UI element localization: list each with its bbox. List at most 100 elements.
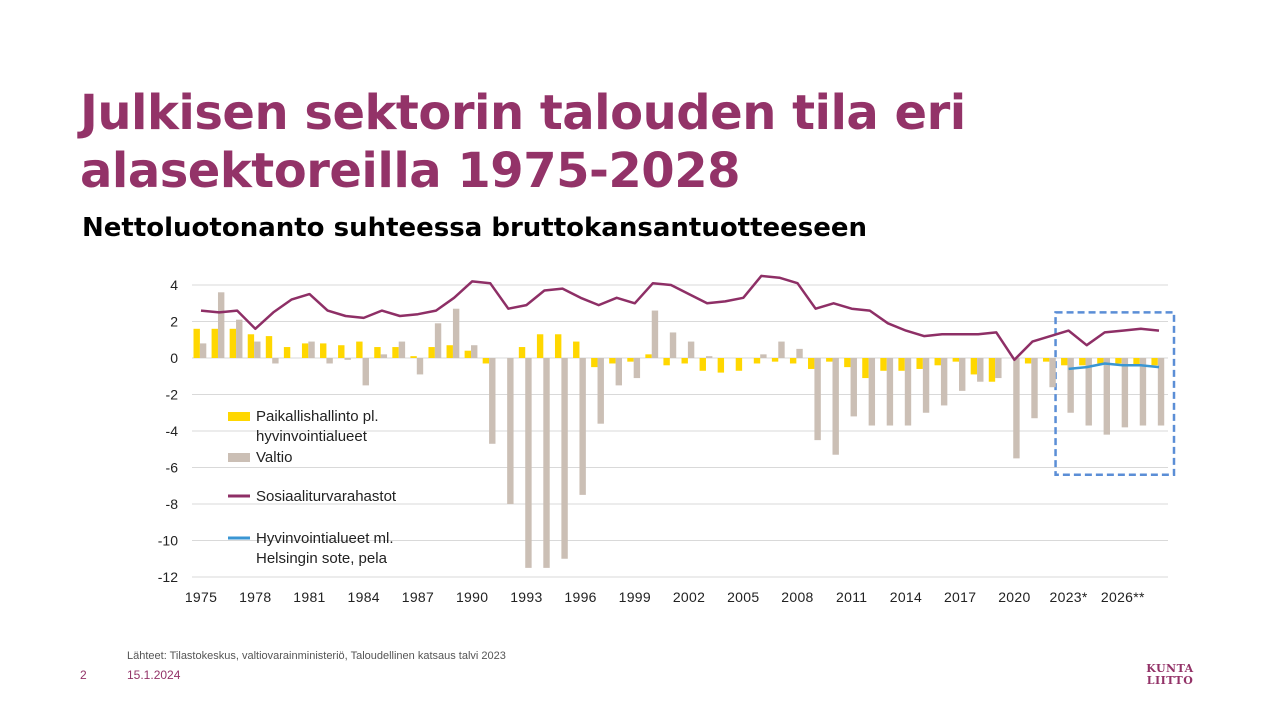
bar-central-government [995, 358, 1002, 379]
x-tick-label: 1984 [348, 589, 380, 605]
legend-label: Hyvinvointialueet ml. [256, 530, 394, 547]
y-tick-label: -4 [166, 423, 179, 439]
x-tick-label: 1996 [564, 589, 596, 605]
bar-local-government [1061, 358, 1068, 366]
bar-local-government [862, 358, 869, 379]
bar-series [193, 292, 1165, 568]
bar-central-government [272, 358, 279, 364]
bar-local-government [536, 334, 544, 358]
bar-central-government [543, 358, 550, 568]
bar-local-government [699, 358, 706, 371]
x-tick-label: 2026** [1101, 589, 1145, 605]
bar-central-government [922, 358, 930, 413]
bar-central-government [344, 358, 351, 360]
x-tick-label: 1993 [510, 589, 542, 605]
bar-central-government [850, 358, 857, 417]
logo-line-2: LIITTO [1147, 674, 1194, 686]
legend-label: Sosiaaliturvarahastot [256, 488, 397, 505]
bar-local-government [247, 334, 255, 358]
x-tick-label: 2002 [673, 589, 705, 605]
bar-local-government [717, 358, 725, 373]
bar-local-government [844, 358, 851, 368]
bar-central-government [507, 358, 514, 504]
bar-local-government [970, 358, 978, 375]
bar-local-government [211, 328, 218, 358]
bar-central-government [236, 319, 243, 358]
bar-central-government [471, 345, 478, 358]
bar-local-government [482, 358, 490, 364]
bar-central-government [796, 348, 803, 358]
bar-central-government [362, 358, 369, 386]
bar-local-government [771, 358, 779, 362]
bar-local-government [1024, 358, 1032, 364]
bar-local-government [1079, 358, 1086, 366]
bar-central-government [868, 358, 876, 426]
bar-local-government [663, 358, 670, 366]
bar-local-government [753, 358, 761, 364]
bar-central-government [778, 341, 785, 358]
chart-legend: Paikallishallinto pl. hyvinvointialueet Va… [228, 408, 397, 567]
legend-swatch [228, 453, 250, 462]
bar-central-government [308, 341, 315, 358]
y-tick-label: -2 [166, 387, 179, 403]
legend-label: Valtio [256, 449, 292, 466]
bar-local-government [374, 347, 381, 358]
x-tick-label: 1999 [619, 589, 651, 605]
bar-central-government [452, 308, 460, 358]
bar-central-government [1121, 358, 1129, 428]
bar-central-government [380, 354, 388, 358]
slide-date: 15.1.2024 [127, 668, 181, 682]
bar-local-government [934, 358, 941, 366]
bar-central-government [561, 358, 568, 559]
bar-central-government [1139, 358, 1147, 426]
x-tick-label: 1975 [185, 589, 217, 605]
x-tick-label: 2005 [727, 589, 759, 605]
bar-local-government [356, 341, 363, 358]
bar-local-government [573, 341, 580, 358]
bar-local-government [826, 358, 833, 362]
bar-central-government [416, 358, 424, 375]
bar-central-government [832, 358, 839, 455]
bar-central-government [1157, 358, 1165, 426]
line-series [200, 274, 1160, 371]
bar-central-government [904, 358, 912, 426]
x-tick-label: 2017 [944, 589, 976, 605]
bar-central-government [1103, 358, 1111, 435]
bar-local-government [1115, 358, 1122, 364]
bar-central-government [1049, 358, 1056, 388]
x-tick-label: 2023* [1050, 589, 1088, 605]
bar-central-government [633, 358, 641, 379]
x-tick-label: 1981 [293, 589, 325, 605]
bar-central-government [199, 343, 207, 358]
bar-central-government [886, 358, 894, 426]
x-tick-label: 2020 [998, 589, 1030, 605]
slide-number: 2 [80, 668, 87, 682]
bar-local-government [265, 336, 273, 358]
bar-central-government [651, 310, 659, 358]
bar-central-government [1067, 358, 1074, 413]
x-tick-label: 1978 [239, 589, 271, 605]
y-tick-label: 2 [170, 314, 178, 330]
bar-local-government [645, 354, 652, 358]
bar-central-government [1031, 358, 1038, 419]
bar-local-government [916, 358, 923, 369]
bar-local-government [591, 358, 598, 368]
bar-central-government [669, 332, 677, 358]
bar-central-government [814, 358, 821, 441]
bar-local-government [193, 328, 200, 358]
bar-local-government [681, 358, 688, 364]
bar-local-government [518, 347, 526, 358]
bar-central-government [760, 354, 767, 358]
bar-local-government [898, 358, 905, 371]
bar-central-government [326, 358, 333, 364]
gridlines [192, 284, 1168, 578]
bar-local-government [808, 358, 815, 369]
x-tick-label: 1990 [456, 589, 488, 605]
bar-local-government [283, 347, 291, 358]
bar-local-government [446, 345, 453, 358]
bar-central-government [959, 358, 966, 391]
bar-central-government [687, 341, 695, 358]
bar-local-government [229, 328, 237, 358]
bar-local-government [627, 358, 634, 362]
